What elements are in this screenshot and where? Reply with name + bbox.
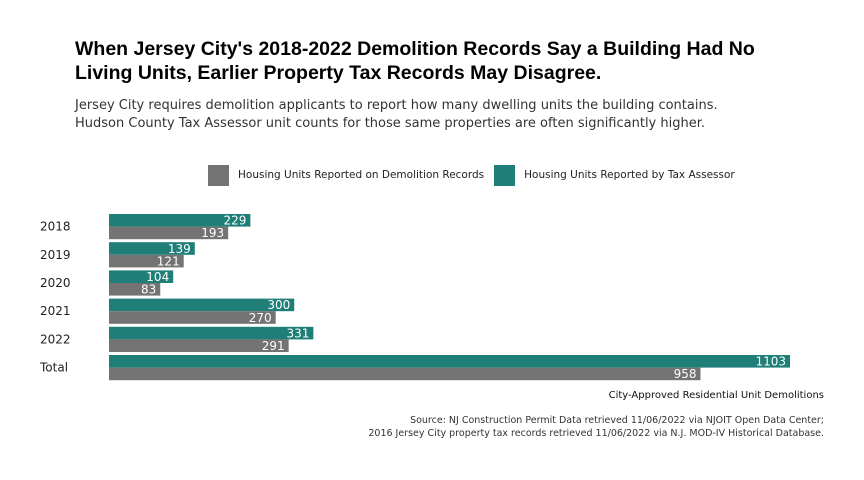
bar-demolition: [109, 339, 289, 352]
legend-swatch-demolition: [208, 164, 229, 186]
bar-value-label: 300: [267, 298, 290, 312]
bar-value-label: 139: [168, 242, 191, 256]
bar-tax-assessor: [109, 242, 195, 255]
y-tick-label: 2018: [40, 220, 71, 234]
bar-value-label: 229: [223, 214, 246, 228]
bar-value-label: 83: [141, 283, 156, 297]
bar-value-label: 121: [157, 254, 180, 268]
y-tick-label: Total: [39, 361, 68, 375]
chart-title: When Jersey City's 2018-2022 Demolition …: [75, 38, 755, 84]
bar-tax-assessor: [109, 214, 251, 227]
legend-label-tax-assessor: Housing Units Reported by Tax Assessor: [524, 169, 735, 181]
bar-value-label: 331: [286, 326, 309, 340]
bar-tax-assessor: [109, 355, 790, 368]
legend-label-demolition: Housing Units Reported on Demolition Rec…: [238, 169, 485, 181]
y-tick-label: 2019: [40, 248, 71, 262]
bar-tax-assessor: [109, 326, 314, 340]
chart-subtitle: Jersey City requires demolition applican…: [75, 97, 835, 133]
legend-item-tax-assessor: Housing Units Reported by Tax Assessor: [494, 164, 735, 186]
bar-demolition: [109, 367, 701, 381]
bar-tax-assessor: [109, 298, 295, 312]
subtitle-line-2: Hudson County Tax Assessor unit counts f…: [75, 116, 706, 131]
caption-line-1: Source: NJ Construction Permit Data retr…: [410, 415, 824, 426]
legend: Housing Units Reported on Demolition Rec…: [208, 164, 745, 186]
bar-value-label: 270: [249, 311, 272, 325]
y-tick-label: 2021: [40, 304, 71, 318]
bar-value-label: 1103: [755, 355, 786, 369]
x-axis-label: City-Approved Residential Unit Demolitio…: [608, 390, 824, 401]
legend-item-demolition: Housing Units Reported on Demolition Rec…: [208, 164, 485, 186]
bar-demolition: [109, 254, 184, 268]
y-tick-label: 2022: [40, 332, 71, 346]
bar-demolition: [109, 226, 229, 240]
subtitle-line-1: Jersey City requires demolition applican…: [75, 98, 718, 113]
bar-tax-assessor: [109, 270, 174, 283]
bar-value-label: 958: [674, 367, 697, 381]
y-tick-label: 2020: [40, 276, 71, 290]
bar-value-label: 291: [262, 339, 285, 353]
caption-line-2: 2016 Jersey City property tax records re…: [368, 428, 824, 439]
source-caption: Source: NJ Construction Permit Data retr…: [368, 414, 824, 440]
bar-demolition: [109, 311, 276, 324]
bar-value-label: 193: [201, 226, 224, 240]
bar-value-label: 104: [146, 270, 169, 284]
legend-swatch-tax-assessor: [494, 164, 516, 186]
bar-demolition: [109, 283, 161, 296]
